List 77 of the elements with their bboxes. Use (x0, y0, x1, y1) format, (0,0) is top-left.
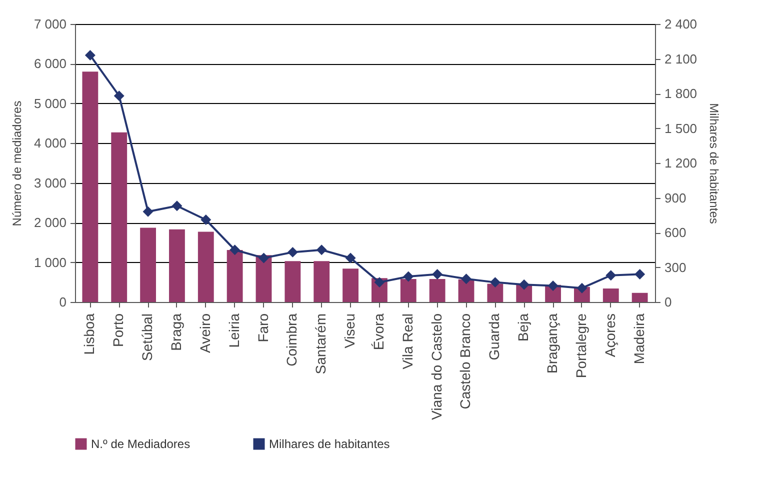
x-tick-label: Leiria (226, 313, 242, 348)
y-tick-label: 0 (59, 294, 66, 310)
point (142, 206, 154, 217)
bar (429, 278, 446, 302)
y-tick-label: 2 000 (34, 215, 66, 230)
point (490, 277, 500, 288)
y2-tick-label: 1 500 (664, 120, 698, 136)
point (403, 271, 414, 282)
bar (602, 288, 619, 302)
y2-tick-label: 2 400 (664, 16, 698, 32)
point (200, 214, 212, 225)
x-tick-label: Viana do Castelo (428, 313, 444, 420)
bar (111, 132, 128, 302)
bar (342, 268, 358, 302)
y2-tick-label: 1 200 (664, 156, 698, 170)
x-tick-label: Bragança (544, 313, 560, 374)
point (548, 280, 558, 292)
point (432, 268, 443, 280)
point (172, 200, 182, 212)
bar (487, 284, 504, 302)
bar (226, 250, 243, 302)
y2-tick-label: 0 (664, 294, 672, 310)
bar (140, 228, 156, 302)
bar (458, 279, 474, 302)
x-tick-label: Lisboa (81, 313, 98, 355)
y-axis-title: Número de mediadores (10, 100, 24, 226)
point (287, 246, 298, 258)
bar (169, 229, 185, 302)
y-tick-label: 3 000 (34, 175, 66, 190)
x-tick-label: Beja (515, 313, 532, 342)
y2-tick-label: 300 (664, 260, 686, 275)
point (230, 244, 240, 256)
point (461, 274, 472, 284)
y-tick-label: 5 000 (34, 96, 66, 111)
x-tick-label: Braga (168, 313, 184, 351)
x-tick-label: Porto (110, 313, 126, 347)
legend-label: Milhares de habitantes (269, 437, 390, 451)
point (114, 90, 124, 102)
y-tick-label: 1 000 (34, 254, 66, 270)
point (634, 268, 646, 280)
x-tick-label: Évora (370, 313, 386, 350)
bar (516, 284, 532, 302)
x-tick-label: Setúbal (139, 314, 156, 361)
point (606, 270, 616, 281)
x-tick-label: Guarda (486, 313, 502, 360)
x-tick-label: Viseu (342, 314, 358, 348)
point (84, 50, 96, 61)
point (518, 279, 530, 290)
x-tick-label: Aveiro (196, 313, 213, 353)
x-tick-label: Madeira (630, 313, 647, 364)
point (576, 282, 588, 294)
bar (82, 72, 98, 302)
point (258, 252, 269, 264)
y-tick-label: 6 000 (34, 56, 66, 72)
y2-tick-label: 600 (664, 225, 686, 240)
bar (314, 261, 330, 302)
bar (198, 232, 214, 302)
bar (400, 278, 416, 302)
y2-tick-label: 1 800 (664, 86, 698, 101)
x-tick-label: Vila Real (399, 314, 416, 370)
x-tick-label: Portalegre (572, 313, 589, 378)
x-tick-label: Santarém (312, 314, 329, 374)
x-tick-label: Faro (254, 313, 271, 342)
x-tick-label: Coimbra (284, 313, 300, 366)
point (374, 277, 385, 288)
legend-label: N.º de Mediadores (91, 437, 190, 451)
point (345, 252, 356, 264)
bar (632, 292, 648, 302)
y-tick-label: 7 000 (34, 16, 66, 32)
x-tick-label: Açores (602, 314, 618, 358)
y2-tick-label: 2 100 (664, 51, 698, 66)
y2-axis-title: Milhares de habitantes (707, 103, 722, 224)
bar (284, 261, 301, 302)
x-tick-label: Castelo Branco (457, 313, 474, 410)
y2-tick-label: 900 (664, 190, 686, 206)
y-tick-label: 4 000 (34, 136, 66, 151)
point (316, 244, 327, 256)
